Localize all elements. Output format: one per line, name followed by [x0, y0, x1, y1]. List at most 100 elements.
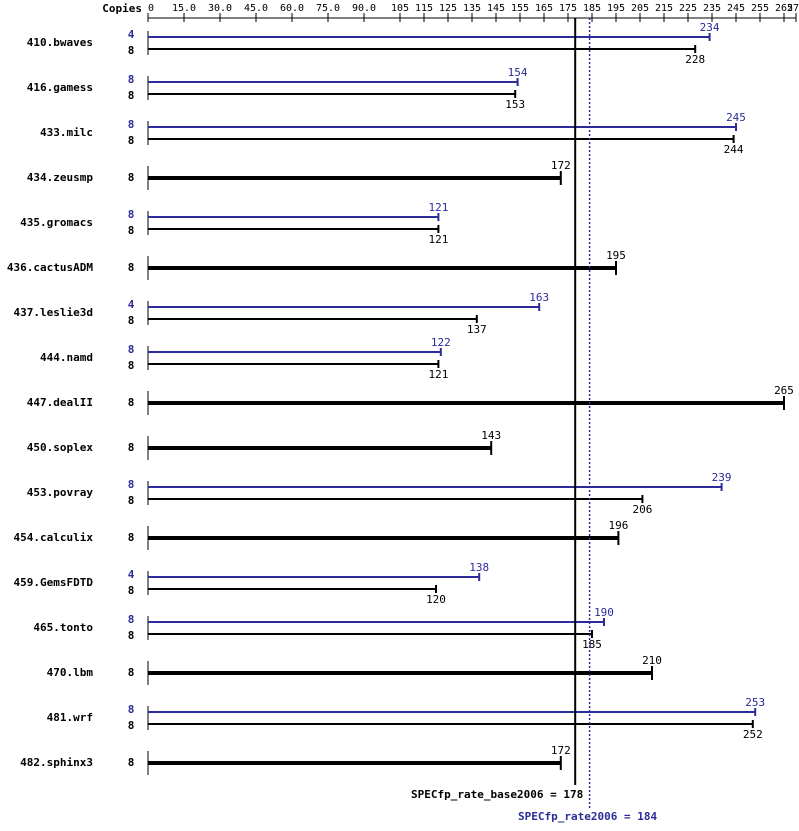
x-tick-label: 105 [391, 3, 409, 14]
x-tick-label: 245 [727, 3, 745, 14]
peak-value-label: 163 [529, 291, 549, 304]
benchmark-name: 465.tonto [33, 621, 93, 634]
x-tick-label: 165 [535, 3, 553, 14]
base-copies: 8 [128, 584, 135, 597]
copies: 8 [128, 396, 135, 409]
base-copies: 8 [128, 359, 135, 372]
x-tick-label: 255 [751, 3, 769, 14]
base-copies: 8 [128, 224, 135, 237]
peak-copies: 8 [128, 73, 135, 86]
base-copies: 8 [128, 629, 135, 642]
base-value-label: 228 [685, 53, 705, 66]
value-label: 143 [481, 429, 501, 442]
benchmark-name: 436.cactusADM [7, 261, 93, 274]
x-tick-label: 225 [679, 3, 697, 14]
benchmark-name: 470.lbm [47, 666, 94, 679]
base-value-label: 252 [743, 728, 763, 741]
benchmark-name: 459.GemsFDTD [14, 576, 94, 589]
x-tick-label: 205 [631, 3, 649, 14]
base-value-label: 244 [724, 143, 744, 156]
x-tick-label: 30.0 [208, 3, 232, 14]
x-tick-label: 75.0 [316, 3, 340, 14]
benchmark-name: 447.dealII [27, 396, 93, 409]
peak-value-label: 154 [508, 66, 528, 79]
x-tick-label: 45.0 [244, 3, 268, 14]
peak-value-label: 138 [469, 561, 489, 574]
peak-copies: 8 [128, 703, 135, 716]
benchmark-name: 450.soplex [27, 441, 94, 454]
copies: 8 [128, 756, 135, 769]
base-value-label: 120 [426, 593, 446, 606]
copies: 8 [128, 261, 135, 274]
peak-copies: 4 [128, 28, 135, 41]
base-value-label: 206 [632, 503, 652, 516]
benchmark-name: 433.milc [40, 126, 93, 139]
x-tick-label: 265 [775, 3, 793, 14]
benchmark-name: 482.sphinx3 [20, 756, 93, 769]
value-label: 196 [608, 519, 628, 532]
peak-copies: 4 [128, 568, 135, 581]
benchmark-name: 444.namd [40, 351, 93, 364]
value-label: 172 [551, 744, 571, 757]
peak-copies: 8 [128, 343, 135, 356]
base-value-label: 121 [428, 368, 448, 381]
x-tick-label: 115 [415, 3, 433, 14]
peak-copies: 8 [128, 478, 135, 491]
peak-copies: 8 [128, 613, 135, 626]
copies: 8 [128, 666, 135, 679]
reference-label: SPECfp_rate2006 = 184 [518, 810, 657, 823]
peak-copies: 8 [128, 118, 135, 131]
x-tick-label: 270 [787, 3, 799, 14]
peak-value-label: 121 [428, 201, 448, 214]
x-tick-label: 0 [148, 3, 154, 14]
peak-value-label: 245 [726, 111, 746, 124]
value-label: 210 [642, 654, 662, 667]
x-tick-label: 195 [607, 3, 625, 14]
peak-value-label: 190 [594, 606, 614, 619]
base-copies: 8 [128, 494, 135, 507]
peak-value-label: 122 [431, 336, 451, 349]
value-label: 265 [774, 384, 794, 397]
x-tick-label: 215 [655, 3, 673, 14]
x-tick-label: 175 [559, 3, 577, 14]
benchmark-name: 481.wrf [47, 711, 93, 724]
x-tick-label: 125 [439, 3, 457, 14]
x-tick-label: 90.0 [352, 3, 376, 14]
base-value-label: 153 [505, 98, 525, 111]
base-copies: 8 [128, 314, 135, 327]
copies: 8 [128, 441, 135, 454]
benchmark-name: 453.povray [27, 486, 94, 499]
x-tick-label: 185 [583, 3, 601, 14]
peak-copies: 4 [128, 298, 135, 311]
x-tick-label: 235 [703, 3, 721, 14]
benchmark-name: 454.calculix [14, 531, 94, 544]
peak-copies: 8 [128, 208, 135, 221]
base-value-label: 121 [428, 233, 448, 246]
base-copies: 8 [128, 89, 135, 102]
base-value-label: 137 [467, 323, 487, 336]
benchmark-name: 437.leslie3d [14, 306, 93, 319]
x-tick-label: 135 [463, 3, 481, 14]
benchmark-name: 435.gromacs [20, 216, 93, 229]
value-label: 195 [606, 249, 626, 262]
x-tick-label: 155 [511, 3, 529, 14]
x-tick-label: 15.0 [172, 3, 196, 14]
reference-label: SPECfp_rate_base2006 = 178 [411, 788, 583, 801]
peak-value-label: 234 [700, 21, 720, 34]
peak-value-label: 253 [745, 696, 765, 709]
benchmark-name: 410.bwaves [27, 36, 93, 49]
copies: 8 [128, 171, 135, 184]
benchmark-name: 416.gamess [27, 81, 93, 94]
x-tick-label: 145 [487, 3, 505, 14]
x-tick-label: 60.0 [280, 3, 304, 14]
copies-header: Copies [102, 2, 142, 15]
base-copies: 8 [128, 134, 135, 147]
value-label: 172 [551, 159, 571, 172]
benchmark-name: 434.zeusmp [27, 171, 94, 184]
copies: 8 [128, 531, 135, 544]
base-copies: 8 [128, 719, 135, 732]
base-copies: 8 [128, 44, 135, 57]
base-value-label: 185 [582, 638, 602, 651]
